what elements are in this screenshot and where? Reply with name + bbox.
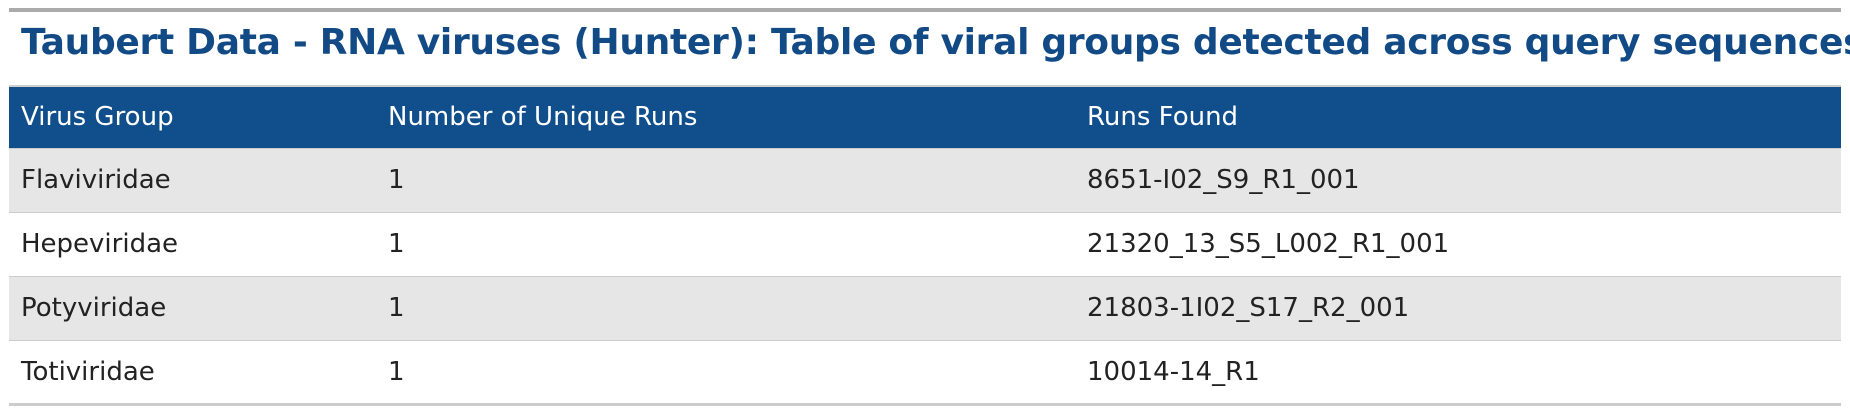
table-cell: Totiviridae [21, 356, 155, 387]
column-header: Number of Unique Runs [388, 102, 698, 133]
table-cell: 21803-1I02_S17_R2_001 [1087, 293, 1410, 323]
table-cell: Potyviridae [21, 293, 167, 323]
table-cell: Flaviviridae [21, 165, 171, 195]
table-cell: 10014-14_R1 [1087, 356, 1260, 387]
table-body: Flaviviridae 1 8651-I02_S9_R1_001 Hepevirid… [9, 148, 1841, 404]
table-cell: 1 [388, 356, 405, 387]
header-row: Virus Group Number of Unique Runs Runs Fou… [9, 86, 1841, 148]
virus-table: Virus Group Number of Unique Runs Runs Fou… [9, 85, 1841, 406]
table-row: Flaviviridae 1 8651-I02_S9_R1_001 [9, 148, 1841, 212]
table-cell: 1 [388, 165, 405, 195]
column-header: Runs Found [1087, 102, 1239, 133]
table-cell: 1 [388, 229, 405, 259]
table-row: Potyviridae 1 21803-1I02_S17_R2_001 [9, 276, 1841, 340]
table-cell: Hepeviridae [21, 229, 179, 259]
page-title: Taubert Data - RNA viruses (Hunter): Tab… [21, 22, 1850, 63]
column-header: Virus Group [21, 102, 174, 133]
top-rule [9, 8, 1841, 12]
table-cell: 1 [388, 293, 405, 323]
table-row: Hepeviridae 1 21320_13_S5_L002_R1_001 [9, 212, 1841, 276]
table-cell: 21320_13_S5_L002_R1_001 [1087, 229, 1450, 259]
table-cell: 8651-I02_S9_R1_001 [1087, 165, 1360, 195]
table-row: Totiviridae 1 10014-14_R1 [9, 340, 1841, 404]
